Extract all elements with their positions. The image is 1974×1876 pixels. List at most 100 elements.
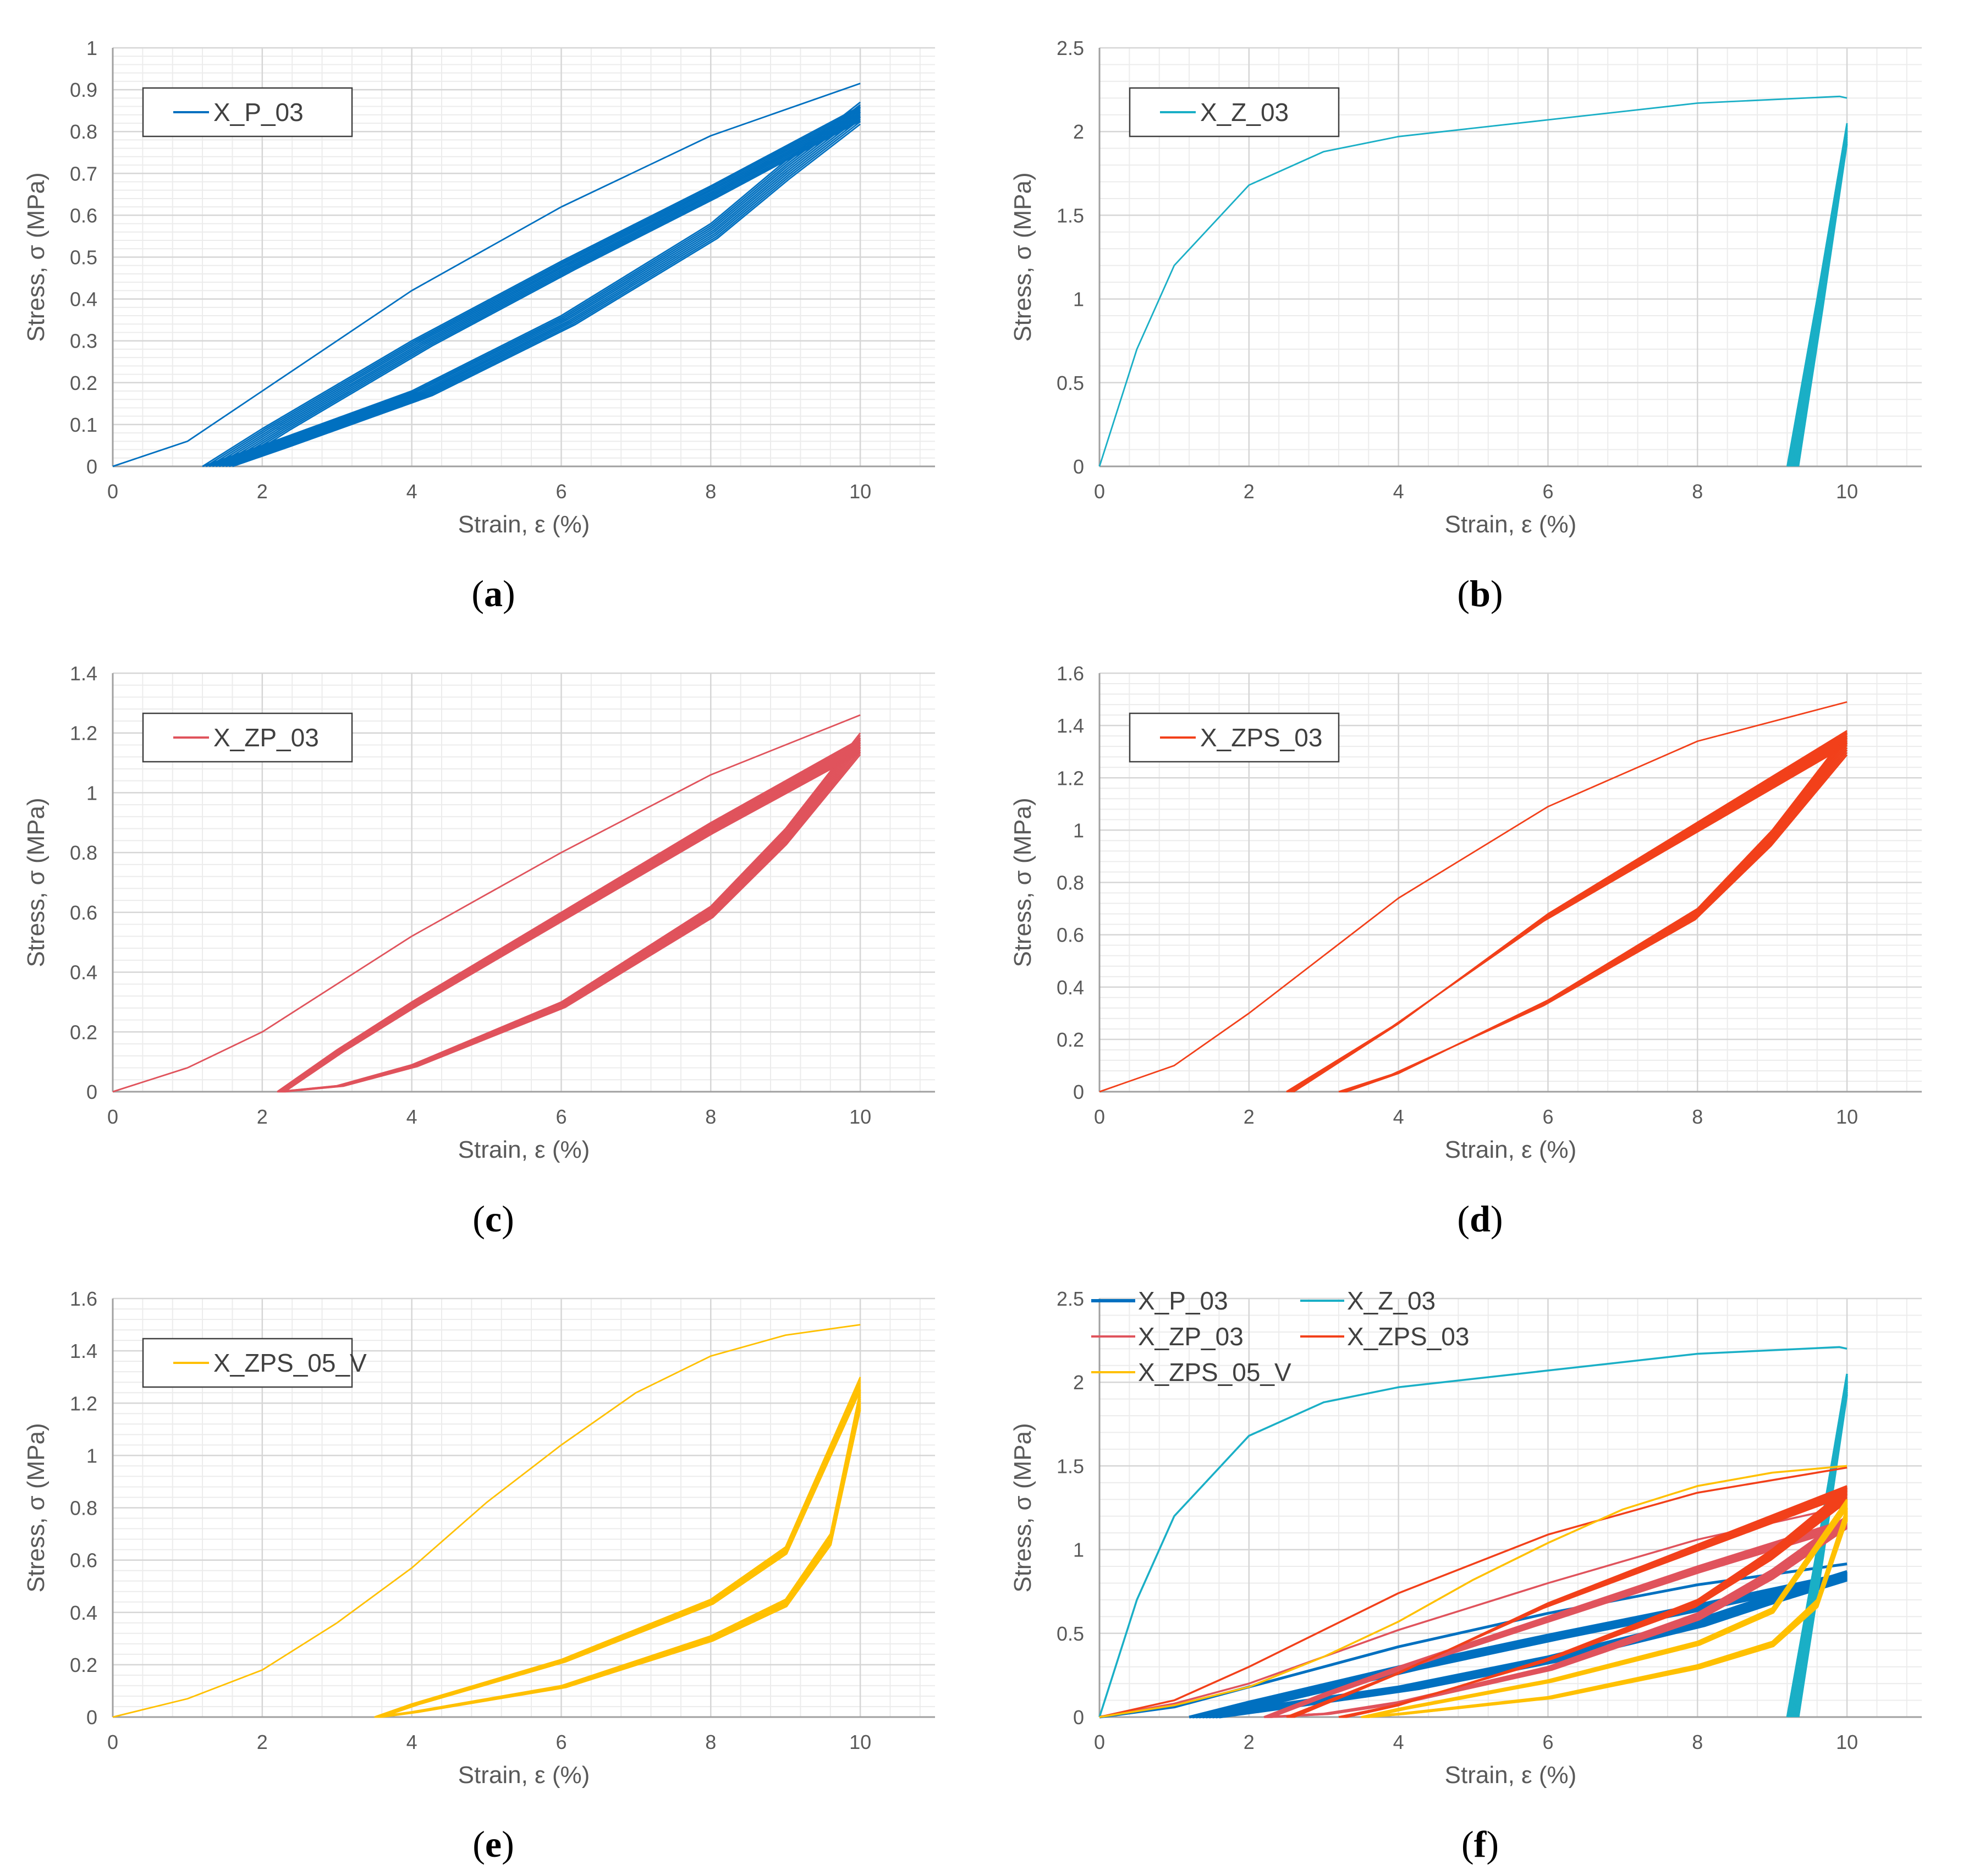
y-tick-label: 1.2 (70, 1392, 97, 1415)
legend-label: X_ZPS_05_V (213, 1349, 367, 1377)
y-tick-label: 2 (1073, 120, 1084, 143)
x-tick-label: 0 (107, 480, 118, 503)
x-tick-label: 6 (1542, 480, 1553, 503)
first-loading-curve (1099, 1465, 1847, 1718)
y-tick-label: 1 (1073, 1539, 1084, 1561)
unloading-curve (1271, 1527, 1848, 1718)
x-tick-label: 2 (257, 1731, 268, 1753)
legend-label: X_ZPS_05_V (1138, 1358, 1291, 1387)
y-tick-label: 1.2 (1057, 767, 1084, 789)
legend-box (142, 87, 353, 137)
unloading-curve (222, 116, 861, 467)
y-tick-label: 2.5 (1057, 1288, 1084, 1310)
reloading-curve (1797, 1387, 1848, 1718)
y-tick-label: 0.4 (1057, 976, 1084, 999)
chart-d: 0 0.2 0.4 0.6 0.8 1 1.2 1.4 1.6 0 2 4 6 8 10 Strain, ε … (1009, 662, 1922, 1163)
y-tick-label: 0.5 (70, 246, 97, 269)
unloading-curve (208, 106, 861, 467)
y-tick-label: 0.8 (70, 120, 97, 143)
first-loading-curve (1099, 701, 1847, 1093)
x-tick-label: 4 (406, 480, 417, 503)
y-tick-label: 2.5 (1057, 37, 1084, 59)
first-loading-curve (1099, 1563, 1847, 1719)
y-tick-label: 1 (1073, 288, 1084, 311)
series-X_ZPS_05_V (112, 1324, 861, 1718)
y-tick-label: 0.4 (70, 288, 97, 311)
x-tick-label: 8 (705, 1731, 716, 1753)
x-tick-label: 8 (705, 1105, 716, 1128)
y-axis-label: Stress, σ (MPa) (1009, 797, 1036, 967)
x-axis-label: Strain, ε (%) (1445, 1136, 1577, 1163)
x-tick-label: 10 (849, 1731, 871, 1753)
unloading-curve (1338, 754, 1848, 1093)
legend: X_ZPS_03 (1129, 712, 1340, 763)
reloading-curve (208, 109, 861, 467)
legend: X_P_03 X_Z_03 X_ZP_03 X_ZPS_03 X_ZPS_05_V (1091, 1286, 1469, 1387)
unloading-curve (1340, 747, 1848, 1093)
x-tick-label: 0 (1094, 1105, 1105, 1128)
first-loading-curve (1098, 1346, 1847, 1718)
caption-a: (a) (471, 573, 515, 614)
x-tick-label: 6 (1542, 1731, 1553, 1753)
y-tick-label: 0.4 (70, 1602, 97, 1624)
y-tick-label: 0.7 (70, 162, 97, 185)
y-tick-label: 2 (1073, 1371, 1084, 1394)
reloading-curve (222, 115, 861, 467)
first-loading-curve (112, 82, 861, 467)
x-tick-label: 10 (849, 1105, 871, 1128)
x-tick-label: 8 (1692, 1105, 1703, 1128)
y-tick-label: 0 (86, 455, 97, 478)
x-axis-label: Strain, ε (%) (1445, 511, 1577, 538)
reloading-curve (284, 752, 861, 1093)
y-tick-label: 0.5 (1057, 372, 1084, 394)
reloading-curve (1271, 1526, 1847, 1718)
y-tick-label: 0.2 (70, 1021, 97, 1043)
reloading-curve (1286, 1494, 1847, 1718)
x-tick-label: 2 (257, 480, 268, 503)
reloading-curve (283, 751, 861, 1093)
x-axis-label: Strain, ε (%) (1445, 1762, 1577, 1789)
x-axis-label: Strain, ε (%) (458, 1136, 590, 1163)
unloading-curve (225, 118, 861, 467)
unloading-curve (215, 111, 861, 467)
y-tick-label: 0.8 (70, 841, 97, 864)
y-tick-label: 0.6 (70, 204, 97, 227)
unloading-curve (1368, 1520, 1848, 1718)
legend-label: X_Z_03 (1347, 1286, 1436, 1315)
y-axis-label: Stress, σ (MPa) (1009, 172, 1036, 342)
y-tick-label: 0.1 (70, 414, 97, 436)
unloading-curve (1340, 749, 1848, 1093)
reloading-curve (1797, 136, 1848, 467)
x-tick-label: 10 (1836, 1731, 1858, 1753)
y-tick-label: 0.2 (70, 372, 97, 394)
caption-e: (e) (472, 1823, 514, 1865)
reloading-curve (282, 749, 861, 1093)
y-tick-label: 0 (86, 1706, 97, 1729)
legend: X_ZP_03 (142, 712, 353, 763)
legend-label: X_ZPS_03 (1347, 1322, 1469, 1351)
unloading-curve (1338, 1500, 1848, 1718)
legend: X_ZPS_05_V (142, 1338, 367, 1388)
caption-c: (c) (472, 1198, 514, 1240)
reloading-curve (225, 117, 861, 467)
y-tick-label: 1.4 (70, 1340, 97, 1362)
x-tick-label: 6 (556, 480, 567, 503)
x-tick-label: 6 (556, 1105, 567, 1128)
y-tick-label: 1 (1073, 819, 1084, 841)
y-tick-label: 0 (1073, 1706, 1084, 1729)
series-X_ZP_03 (112, 714, 861, 1093)
x-tick-label: 8 (1692, 480, 1703, 503)
unloading-curve (382, 1409, 861, 1718)
legend: X_P_03 (142, 87, 353, 137)
chart-f: 0 0.5 1 1.5 2 2.5 0 2 4 6 8 10 Strain, ε (%) Stress, … (1009, 1286, 1922, 1789)
x-axis-label: Strain, ε (%) (458, 1762, 590, 1789)
x-tick-label: 10 (1836, 480, 1858, 503)
y-tick-label: 1.6 (70, 1288, 97, 1310)
chart-a: 00.10.20.30.40.50.60.70.80.910 2 4 6 8 10Stra… (23, 37, 935, 538)
first-loading-curve (1099, 1466, 1847, 1718)
x-tick-label: 2 (1244, 480, 1255, 503)
y-axis-label: Stress, σ (MPa) (23, 1423, 50, 1592)
panel-c: 0 0.2 0.4 0.6 0.8 1 1.2 1.4 0 2 4 6 8 10 Strain, ε (%)… (0, 625, 987, 1251)
y-tick-label: 1.5 (1057, 1455, 1084, 1477)
x-tick-label: 4 (1393, 1105, 1404, 1128)
